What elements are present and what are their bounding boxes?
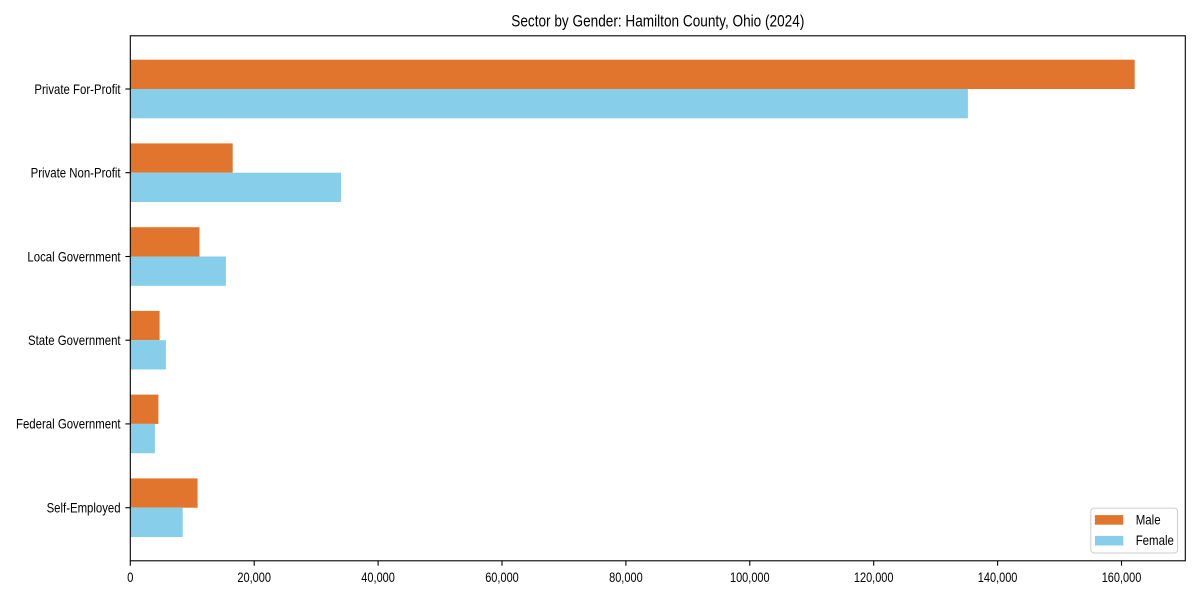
svg-text:0: 0 [127, 569, 134, 585]
svg-text:60,000: 60,000 [485, 569, 519, 585]
svg-text:Sector by Gender: Hamilton Cou: Sector by Gender: Hamilton County, Ohio … [511, 12, 804, 31]
svg-text:Self-Employed: Self-Employed [47, 500, 121, 516]
svg-text:100,000: 100,000 [730, 569, 770, 585]
svg-text:Local Government: Local Government [27, 248, 120, 264]
svg-text:Federal Government: Federal Government [16, 416, 121, 432]
svg-text:State Government: State Government [28, 332, 121, 348]
svg-text:120,000: 120,000 [854, 569, 894, 585]
svg-text:140,000: 140,000 [978, 569, 1018, 585]
svg-text:160,000: 160,000 [1102, 569, 1142, 585]
svg-text:40,000: 40,000 [361, 569, 395, 585]
svg-text:Male: Male [1136, 511, 1161, 527]
svg-text:Private For-Profit: Private For-Profit [34, 81, 120, 97]
svg-text:20,000: 20,000 [237, 569, 271, 585]
svg-text:80,000: 80,000 [609, 569, 643, 585]
svg-text:Private Non-Profit: Private Non-Profit [31, 165, 121, 181]
svg-text:Female: Female [1136, 532, 1174, 548]
